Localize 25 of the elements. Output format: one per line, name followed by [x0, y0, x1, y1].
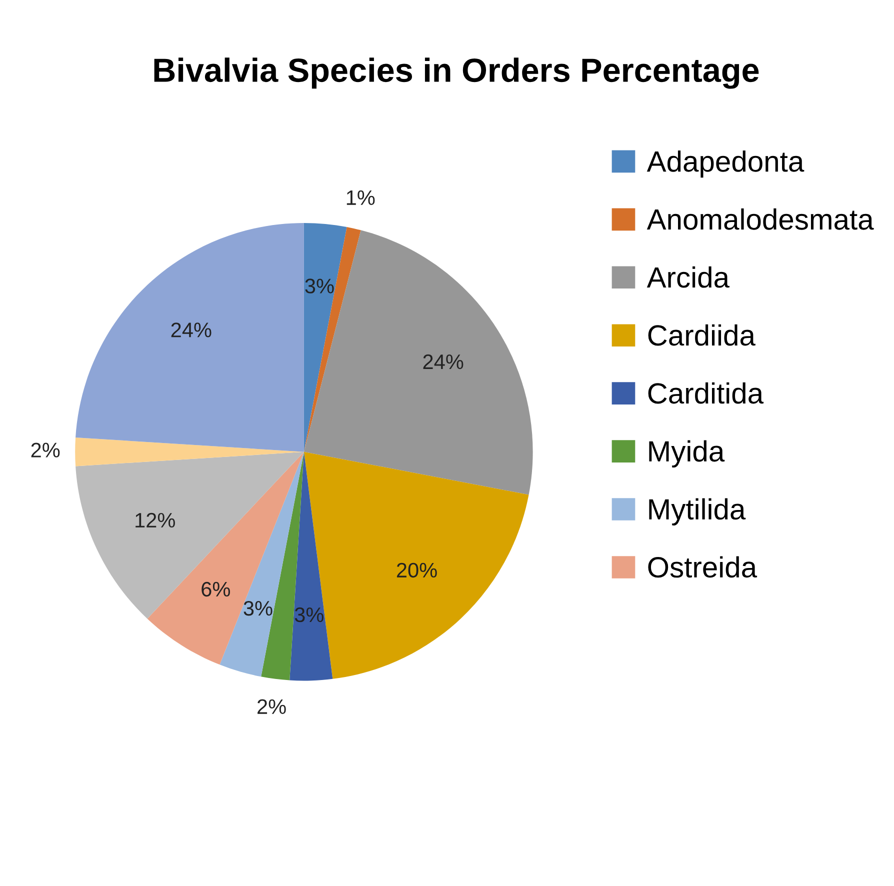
legend-label: Anomalodesmata: [646, 208, 874, 230]
data-label: 24%: [171, 322, 212, 338]
legend-label: Arcida: [646, 266, 730, 288]
pie-slice: [304, 230, 533, 495]
data-label: 3%: [294, 607, 324, 622]
data-label: 2%: [258, 699, 286, 714]
data-label: 3%: [244, 600, 272, 616]
legend-label: Myida: [649, 440, 725, 468]
pie-slice: [75, 437, 304, 466]
chart-title: Bivalvia Species in Orders Percentage: [154, 58, 759, 89]
data-label: 12%: [136, 512, 175, 528]
pie-slice: [290, 452, 333, 681]
data-label: 1%: [346, 190, 375, 205]
data-label: 20%: [396, 562, 437, 578]
pie-slice: [76, 222, 304, 452]
pie-slice: [304, 222, 347, 452]
data-label: 6%: [202, 582, 230, 597]
legend-label: Adapedonta: [646, 150, 804, 178]
legend-label: Mytilida: [649, 498, 746, 526]
data-label: 3%: [305, 278, 334, 294]
data-label: 24%: [423, 354, 464, 370]
legend-label: Carditida: [648, 382, 764, 404]
data-label: 2%: [31, 442, 60, 458]
legend-label: Cardiida: [648, 324, 756, 346]
legend-label: Ostreida: [648, 556, 758, 578]
